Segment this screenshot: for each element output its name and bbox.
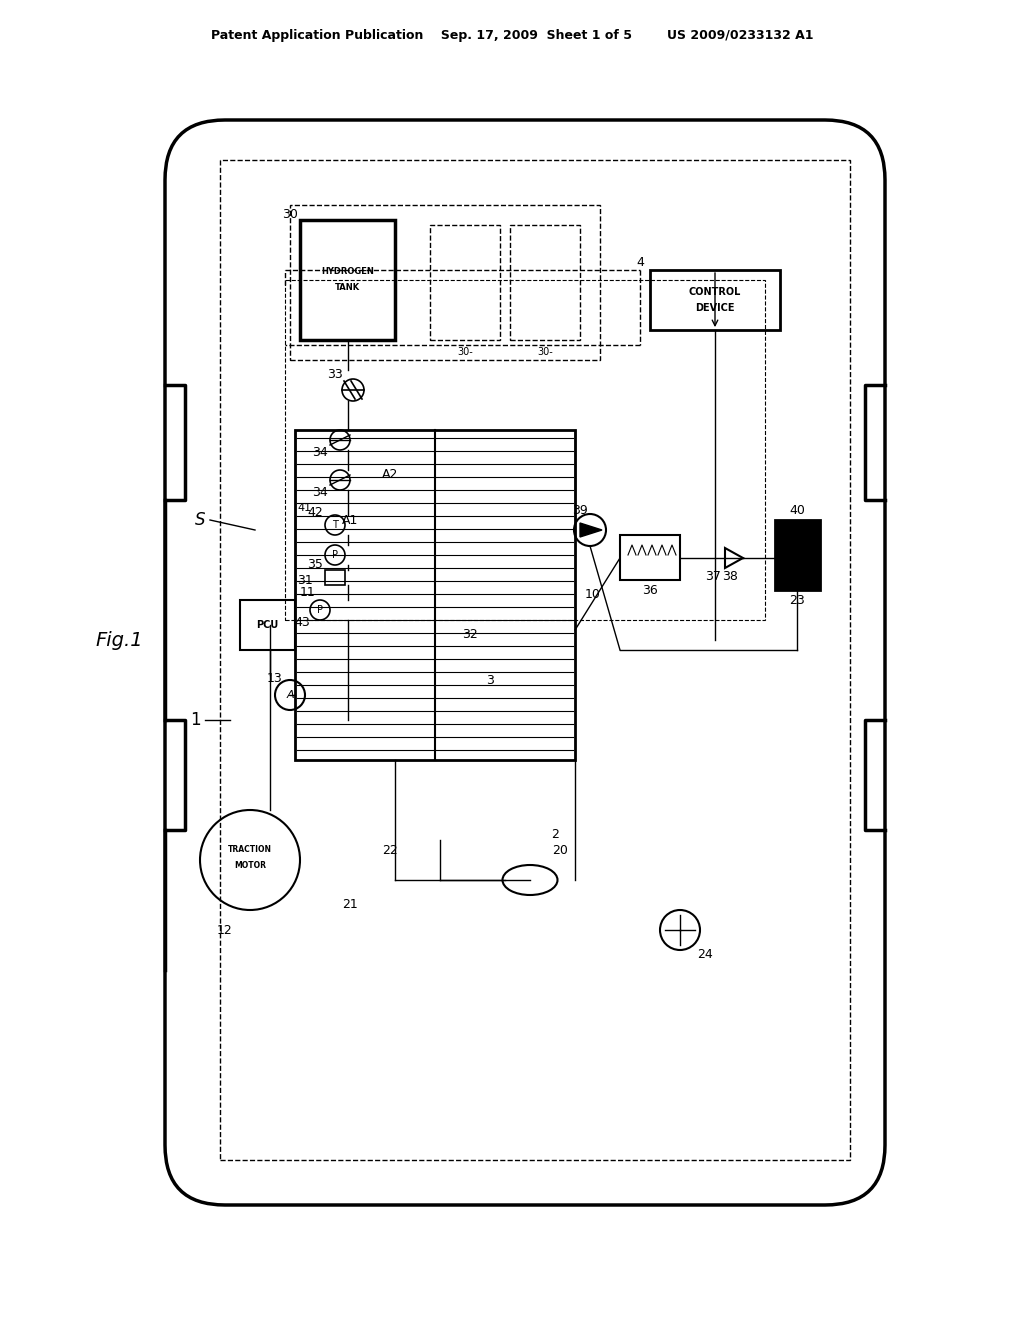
Text: TANK: TANK	[335, 284, 360, 293]
Text: 21: 21	[342, 899, 357, 912]
Bar	[650, 271, 780, 330]
Bar	[510, 224, 580, 341]
Bar	[220, 160, 850, 1160]
Text: 36: 36	[642, 583, 657, 597]
Text: MOTOR: MOTOR	[234, 861, 266, 870]
Text: 31: 31	[297, 573, 313, 586]
Text: 30-: 30-	[457, 347, 473, 356]
Text: S: S	[195, 511, 205, 529]
Text: 22: 22	[382, 843, 398, 857]
Text: 42: 42	[307, 506, 323, 519]
Text: TRACTION: TRACTION	[228, 846, 272, 854]
Text: 11: 11	[300, 586, 315, 598]
Text: HYDROGEN: HYDROGEN	[322, 268, 374, 276]
Text: T: T	[332, 520, 338, 531]
Text: 30: 30	[282, 209, 298, 222]
Text: DEVICE: DEVICE	[695, 304, 735, 313]
Text: 32: 32	[462, 628, 478, 642]
Text: 38: 38	[722, 569, 738, 582]
Text: P: P	[332, 550, 338, 560]
Text: Patent Application Publication    Sep. 17, 2009  Sheet 1 of 5        US 2009/023: Patent Application Publication Sep. 17, …	[211, 29, 813, 41]
Text: 34: 34	[312, 487, 328, 499]
Bar	[285, 280, 765, 620]
Text: 1: 1	[189, 711, 201, 729]
Text: 20: 20	[552, 843, 568, 857]
Text: 39: 39	[572, 503, 588, 516]
Text: 12: 12	[217, 924, 232, 936]
Text: A1: A1	[342, 513, 358, 527]
Bar	[295, 430, 575, 760]
Bar	[240, 601, 295, 649]
Bar	[325, 570, 345, 585]
Text: 40: 40	[790, 503, 806, 516]
Text: 35: 35	[307, 558, 323, 572]
Text: PCU: PCU	[256, 620, 279, 630]
Text: 30-: 30-	[538, 347, 553, 356]
Text: 10: 10	[585, 589, 601, 602]
Text: 37: 37	[706, 569, 721, 582]
Bar	[620, 535, 680, 579]
Text: A: A	[286, 690, 294, 700]
Bar	[775, 520, 820, 590]
Text: CONTROL: CONTROL	[689, 286, 741, 297]
Text: 43: 43	[294, 615, 310, 628]
Text: 24: 24	[697, 949, 713, 961]
Bar	[290, 205, 600, 360]
Text: P: P	[317, 605, 323, 615]
Text: 3: 3	[486, 673, 494, 686]
Text: Fig.1: Fig.1	[95, 631, 142, 649]
Text: 34: 34	[312, 446, 328, 459]
Polygon shape	[580, 523, 602, 537]
Bar	[300, 220, 395, 341]
Bar	[430, 224, 500, 341]
Text: 41: 41	[298, 503, 312, 513]
Text: A2: A2	[382, 469, 398, 482]
Text: 23: 23	[790, 594, 805, 606]
Text: 4: 4	[636, 256, 644, 268]
Text: 33: 33	[327, 368, 343, 381]
Text: 2: 2	[551, 829, 559, 842]
Text: 13: 13	[267, 672, 283, 685]
